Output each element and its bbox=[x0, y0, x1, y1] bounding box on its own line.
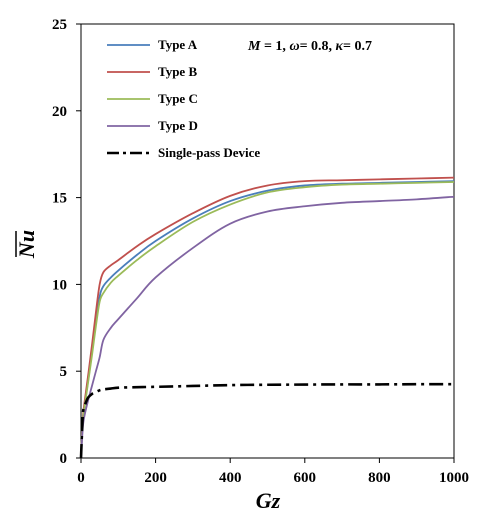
y-tick-label: 25 bbox=[52, 17, 67, 33]
y-axis-title-group: Nu bbox=[14, 230, 39, 259]
y-tick-label: 20 bbox=[52, 104, 67, 120]
y-axis-ticks: 0 5 10 15 20 25 bbox=[52, 17, 81, 467]
param-m-value: = 1, bbox=[260, 39, 289, 54]
y-tick-label: 5 bbox=[60, 364, 68, 380]
y-tick-label: 15 bbox=[52, 191, 67, 207]
series-line-type-d bbox=[80, 195, 455, 459]
plot-area bbox=[80, 23, 455, 459]
legend-label: Type D bbox=[158, 118, 198, 133]
x-axis-title: Gz bbox=[256, 488, 281, 513]
legend-label: Type B bbox=[158, 64, 197, 79]
x-tick-label: 1000 bbox=[439, 470, 469, 486]
y-tick-label: 0 bbox=[60, 451, 68, 467]
legend: Type A Type B Type C Type D Single-pass Devi… bbox=[107, 37, 260, 160]
series-layer bbox=[79, 176, 455, 459]
series-line-single-pass-device bbox=[79, 382, 455, 459]
plot-border bbox=[80, 23, 455, 459]
param-m-symbol: M bbox=[247, 39, 261, 54]
y-tick-label: 10 bbox=[52, 277, 67, 293]
legend-label: Single-pass Device bbox=[158, 145, 260, 160]
x-tick-label: 800 bbox=[368, 470, 391, 486]
series-line-type-b bbox=[80, 176, 455, 459]
x-tick-label: 600 bbox=[294, 470, 317, 486]
x-tick-label: 200 bbox=[144, 470, 167, 486]
param-omega-value: = 0.8, bbox=[300, 39, 336, 54]
x-tick-label: 400 bbox=[219, 470, 242, 486]
legend-label: Type C bbox=[158, 91, 198, 106]
parameter-annotation: M = 1, ω= 0.8, κ= 0.7 bbox=[247, 39, 372, 54]
x-axis-ticks: 0 200 400 600 800 1000 bbox=[77, 458, 469, 486]
series-line-type-c bbox=[80, 181, 455, 459]
y-axis-title: Nu bbox=[14, 230, 39, 259]
param-kappa-value: = 0.7 bbox=[343, 39, 372, 54]
legend-label: Type A bbox=[158, 37, 198, 52]
param-omega-symbol: ω bbox=[289, 39, 299, 54]
series-line-type-a bbox=[80, 180, 455, 459]
param-kappa-symbol: κ bbox=[336, 39, 344, 54]
x-tick-label: 0 bbox=[77, 470, 85, 486]
